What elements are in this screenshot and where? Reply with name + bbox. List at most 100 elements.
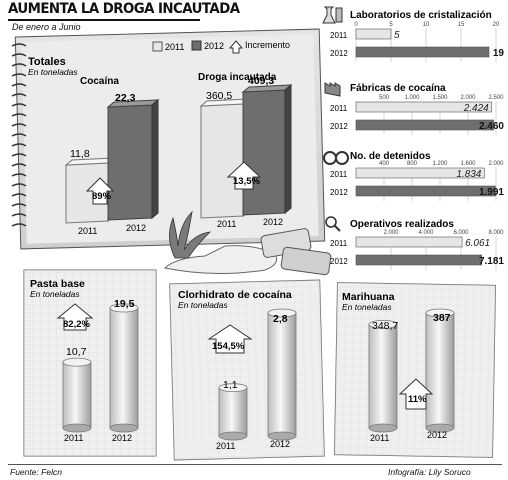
ops-tick-label-3: 8.000 xyxy=(488,230,504,236)
det-value-2012: 1.991 xyxy=(479,187,504,198)
cocaina-year-2011: 2011 xyxy=(78,226,97,236)
pasta-cylinder-body-0 xyxy=(62,361,92,429)
labs-tick-label-2: 10 xyxy=(423,22,430,28)
mari-value-2012: 387 xyxy=(433,312,451,324)
icon-fab xyxy=(324,82,341,97)
cocaina-value-2011: 11,8 xyxy=(70,148,90,160)
clorh-increment-arrow-icon xyxy=(207,324,253,354)
mari-cylinder-body-1 xyxy=(425,312,455,429)
pasta-year-2011: 2011 xyxy=(64,433,83,443)
page-subtitle: De enero a Junio xyxy=(12,22,81,32)
mari-cylinder-base-1 xyxy=(425,423,455,433)
det-year-2012: 2012 xyxy=(330,188,348,197)
det-chart: 400 800 1.200 1.600 2.000 2011 1.834 2012 1.991 xyxy=(330,161,504,201)
flask-icon xyxy=(322,6,336,24)
mari-cylinder-base-0 xyxy=(368,423,398,433)
fab-tick-label-2: 1.500 xyxy=(432,95,448,101)
ops-year-2012: 2012 xyxy=(330,257,348,266)
icon-det xyxy=(323,151,349,165)
clorh-bar-2012 xyxy=(267,308,297,441)
cocaina-bars xyxy=(64,98,160,224)
test-tube-icon xyxy=(335,7,343,23)
fab-tick-label-1: 1.000 xyxy=(404,95,420,101)
hbar-charts: 0 5 10 15 20 2011 5 2012 19 500 1.000 1.500 2.000 2.5… xyxy=(330,22,504,270)
icon-ops xyxy=(325,216,341,232)
spiral-binding xyxy=(11,43,27,227)
ops-chart: 2.000 4.000 6.000 8.000 2011 6.061 2012 7.181 xyxy=(330,230,504,270)
fab-bar-2011 xyxy=(355,101,493,113)
totales-unit: En toneladas xyxy=(28,67,78,77)
det-tick-label-0: 400 xyxy=(379,161,390,167)
clorh-title: Clorhidrato de cocaína xyxy=(178,289,292,301)
handcuffs-icon xyxy=(323,151,337,165)
fab-title: Fábricas de cocaína xyxy=(350,83,446,94)
legend-label-2012: 2012 xyxy=(204,41,224,51)
labs-bar-2012 xyxy=(355,46,490,58)
clorh-value-2011: 1,1 xyxy=(223,379,238,391)
fab-tick-label-3: 2.000 xyxy=(460,95,476,101)
totales-sub-cocaina: Cocaína xyxy=(80,76,119,87)
mari-cylinder-body-0 xyxy=(368,323,398,429)
ops-bar-2012 xyxy=(355,254,482,266)
clorh-cylinder-body-0 xyxy=(218,387,248,437)
clorh-cylinder-top-1 xyxy=(267,308,297,318)
cylinder-bars xyxy=(62,303,455,441)
pasta-title: Pasta base xyxy=(30,278,85,290)
clorh-year-2012: 2012 xyxy=(270,439,290,449)
droga-year-2011: 2011 xyxy=(217,219,236,229)
cocaina-increment-arrow-icon xyxy=(85,177,115,205)
clorh-unit: En toneladas xyxy=(178,300,228,310)
det-tick-label-2: 1.200 xyxy=(432,161,448,167)
det-title: No. de detenidos xyxy=(350,151,431,162)
fab-value-2011: 2.424 xyxy=(463,103,489,114)
mari-year-2011: 2011 xyxy=(370,433,389,443)
cocaina-bar-2012 xyxy=(107,104,153,221)
ops-tick-label-1: 4.000 xyxy=(418,230,434,236)
pasta-cylinder-body-1 xyxy=(109,307,139,429)
factory-icon xyxy=(324,82,341,97)
labs-title: Laboratorios de cristalización xyxy=(350,10,492,21)
cocaina-value-2012: 22,3 xyxy=(115,92,136,104)
title-rule xyxy=(8,19,200,21)
pasta-increment-arrow-icon xyxy=(56,303,94,331)
labs-tick-label-0: 0 xyxy=(354,22,358,28)
mari-bar-2012 xyxy=(425,308,455,433)
icon-labs xyxy=(322,6,343,24)
clorh-bar-2011 xyxy=(218,383,248,441)
brick-icon-2 xyxy=(280,246,332,276)
fab-year-2012: 2012 xyxy=(330,122,348,131)
clorh-value-2012: 2,8 xyxy=(273,313,288,325)
legend-label-increment: Incremento xyxy=(245,40,290,50)
marijuana-leaf-icon xyxy=(169,210,212,259)
author-credit: Infografía: Lily Soruco xyxy=(388,467,471,477)
pasta-year-2012: 2012 xyxy=(112,433,132,443)
det-value-2011: 1.834 xyxy=(456,169,481,180)
drug-illustration xyxy=(163,210,332,276)
mari-increment-value: 11% xyxy=(408,394,427,405)
clorh-increment-value: 154,5% xyxy=(212,341,245,352)
pasta-value-2012: 19,5 xyxy=(114,298,135,310)
page-title: AUMENTA LA DROGA INCAUTADA xyxy=(8,1,240,17)
fab-chart: 500 1.000 1.500 2.000 2.500 2011 2.424 2012 2.46… xyxy=(330,95,504,135)
labs-chart: 0 5 10 15 20 2011 5 2012 19 xyxy=(330,22,504,62)
det-tick-label-3: 1.600 xyxy=(460,161,476,167)
droga-value-2012: 409,3 xyxy=(248,75,274,87)
droga-increment-arrow-icon xyxy=(226,161,262,190)
ops-value-2011: 6.061 xyxy=(465,238,490,249)
labs-value-2011: 5 xyxy=(394,30,400,41)
droga-bars xyxy=(199,83,293,219)
mari-value-2011: 348,7 xyxy=(372,320,398,332)
footer-rule xyxy=(8,464,502,465)
legend-label-2011: 2011 xyxy=(165,42,184,52)
mari-unit: En toneladas xyxy=(342,302,392,312)
det-year-2011: 2011 xyxy=(330,170,348,179)
labs-value-2012: 19 xyxy=(493,48,505,59)
fab-year-2011: 2011 xyxy=(330,104,348,113)
labs-year-2011: 2011 xyxy=(330,31,348,40)
det-bar-2012 xyxy=(355,185,496,197)
legend: 2011 2012 Incremento xyxy=(152,40,290,54)
mari-increment-arrow-icon xyxy=(398,378,434,410)
pasta-cylinder-top-1 xyxy=(109,303,139,313)
clorh-cylinder-base-0 xyxy=(218,431,248,441)
